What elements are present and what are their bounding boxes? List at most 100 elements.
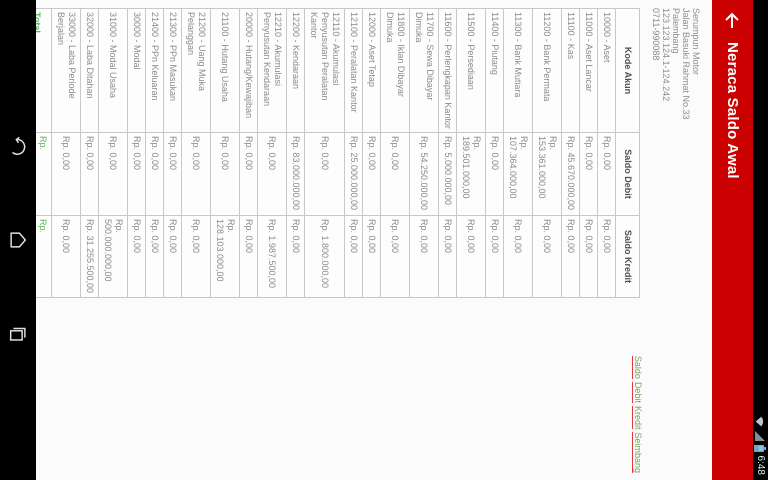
link-word: Kredit: [632, 405, 643, 430]
account-cell: 21100 - Hutang Usaha: [210, 8, 240, 133]
table-row: 21400 - PPn Keluaran Rp. 0,00 Rp. 0,00: [145, 8, 164, 298]
debit-cell: Rp. 0,00: [163, 132, 182, 216]
app-bar: Neraca Saldo Awal: [712, 0, 753, 480]
kredit-cell: Rp. 0,00: [239, 215, 258, 298]
debit-cell: Rp. 25.000.000,00: [344, 132, 363, 216]
back-button[interactable]: [725, 12, 740, 29]
debit-cell: Rp. 0,00: [210, 132, 240, 216]
debit-cell: Rp. 0,00: [579, 132, 598, 216]
account-cell: 11500 - Persediaan: [456, 8, 486, 133]
kredit-cell: Rp. 0,00: [127, 215, 146, 298]
status-bar: 6:48: [753, 0, 768, 480]
table-row: 12200 - Kendaraan Rp. 83.000.000,00 Rp. 0,…: [286, 8, 305, 298]
account-cell: 12000 - Aset Tetap: [362, 8, 381, 133]
account-cell: 11800 - Iklan Dibayar Dimuka: [380, 8, 410, 133]
nav-home-icon: [10, 232, 27, 248]
kredit-cell: Rp. 0,00: [438, 215, 457, 298]
trial-balance-table: Kode Akun Saldo Debit Saldo Kredit 10000…: [36, 8, 640, 298]
kredit-cell: Rp. 0,00: [181, 215, 211, 298]
debit-cell: Rp. 107.364.000,00: [503, 132, 533, 216]
company-name: Serumpun Motor: [691, 8, 701, 76]
account-cell: 11300 - Bank Mutiara: [503, 8, 533, 133]
debit-cell: Rp. 0,00: [127, 132, 146, 216]
table-row: 11700 - Sewa Dibayar Dimuka Rp. 54.250.00…: [409, 8, 439, 298]
total-kredit: Rp. 663.146.000,00: [36, 215, 52, 298]
kredit-cell: Rp. 0,00: [485, 215, 504, 298]
table-row: 33000 - Laba Periode Berjalan Rp. 0,00 Rp.…: [51, 8, 81, 298]
debit-cell: Rp. 0,00: [51, 132, 81, 216]
nav-recents-button[interactable]: [7, 323, 29, 345]
debit-cell: Rp. 0,00: [597, 132, 616, 216]
kredit-cell: Rp. 0,00: [51, 215, 81, 298]
account-cell: 11000 - Aset Lancar: [579, 8, 598, 133]
kredit-cell: Rp. 0,00: [409, 215, 439, 298]
debit-cell: Rp. 0,00: [98, 132, 128, 216]
balance-status-link: Saldo Debit Kredit Seimbang: [632, 355, 643, 473]
debit-cell: Rp. 0,00: [304, 132, 345, 216]
debit-cell: Rp. 5.000.000,00: [438, 132, 457, 216]
kredit-cell: Rp. 0,00: [344, 215, 363, 298]
kredit-cell: Rp. 500.000.000,00: [98, 215, 128, 298]
debit-cell: Rp. 83.000.000,00: [286, 132, 305, 216]
table-header-row: Kode Akun Saldo Debit Saldo Kredit: [615, 8, 640, 298]
kredit-cell: Rp. 0,00: [380, 215, 410, 298]
account-rows: 10000 - Aset Rp. 0,00 Rp. 0,00 11000 - Aset…: [51, 8, 616, 298]
table-row: 11300 - Bank Mutiara Rp. 107.364.000,00 Rp…: [503, 8, 533, 298]
kredit-cell: Rp. 0,00: [532, 215, 562, 298]
kredit-cell: Rp. 0,00: [145, 215, 164, 298]
account-cell: 20000 - Hutang/Kewajiban: [239, 8, 258, 133]
nav-home-button[interactable]: [7, 229, 29, 251]
table-row: 30000 - Modal Rp. 0,00 Rp. 0,00: [127, 8, 146, 298]
table-row: 12100 - Peralatan Kantor Rp. 25.000.000,0…: [344, 8, 363, 298]
table-row: 11200 - Bank Permata Rp. 153.361.000,00 Rp…: [532, 8, 562, 298]
debit-cell: Rp. 189.501.000,00: [456, 132, 486, 216]
debit-cell: Rp. 0,00: [80, 132, 99, 216]
table-row: 12000 - Aset Tetap Rp. 0,00 Rp. 0,00: [362, 8, 381, 298]
debit-cell: Rp. 0,00: [485, 132, 504, 216]
table-row: 32000 - Laba Ditahan Rp. 0,00 Rp. 31.255.5…: [80, 8, 99, 298]
debit-cell: Rp. 0,00: [181, 132, 211, 216]
account-cell: 11400 - Piutang: [485, 8, 504, 133]
kredit-cell: Rp. 0,00: [163, 215, 182, 298]
wifi-icon: [755, 416, 764, 426]
table-row: 11100 - Kas Rp. 45.670.000,00 Rp. 0,00: [561, 8, 580, 298]
account-cell: 21300 - PPn Masukan: [163, 8, 182, 133]
debit-cell: Rp. 0,00: [145, 132, 164, 216]
total-label: Total: [36, 8, 52, 133]
account-cell: 31000 - Modal Usaha: [98, 8, 128, 133]
table-row: 11400 - Piutang Rp. 0,00 Rp. 0,00: [485, 8, 504, 298]
table-row: 10000 - Aset Rp. 0,00 Rp. 0,00: [597, 8, 616, 298]
account-cell: 32000 - Laba Ditahan: [80, 8, 99, 133]
page-title: Neraca Saldo Awal: [724, 42, 741, 179]
table-row: 20000 - Hutang/Kewajiban Rp. 0,00 Rp. 0,00: [239, 8, 258, 298]
account-cell: 11100 - Kas: [561, 8, 580, 133]
nav-back-button[interactable]: [7, 135, 29, 157]
total-row: Total Rp. 663.146.000,00 Rp. 663.146.000…: [36, 8, 52, 298]
total-debit: Rp. 663.146.000,00: [36, 132, 52, 216]
company-city: Palembang: [671, 8, 681, 54]
table-row: 12210 - Akumulasi Penyusutan Kendaraan Rp…: [257, 8, 287, 298]
status-time: 6:48: [755, 455, 766, 475]
header-kode-akun: Kode Akun: [615, 8, 640, 133]
nav-back-icon: [12, 136, 26, 155]
account-cell: 30000 - Modal: [127, 8, 146, 133]
account-cell: 21400 - PPn Keluaran: [145, 8, 164, 133]
navigation-bar: [0, 0, 36, 480]
kredit-cell: Rp. 0,00: [456, 215, 486, 298]
kredit-cell: Rp. 0,00: [286, 215, 305, 298]
account-cell: 12200 - Kendaraan: [286, 8, 305, 133]
kredit-cell: Rp. 1.800.000,00: [304, 215, 345, 298]
debit-cell: Rp. 45.670.000,00: [561, 132, 580, 216]
debit-cell: Rp. 0,00: [380, 132, 410, 216]
account-cell: 11600 - Perlengkapan Kantor: [438, 8, 457, 133]
kredit-cell: Rp. 0,00: [579, 215, 598, 298]
kredit-cell: Rp. 1.987.500,00: [257, 215, 287, 298]
table-row: 12110 - Akumulasi Penyusutan Peralatan K…: [304, 8, 345, 298]
company-header: Serumpun Motor Jalan Basuki Rahmat No.33…: [651, 8, 701, 120]
company-tax-id: 123.123.124.1-124.242: [661, 8, 671, 102]
debit-cell: Rp. 153.361.000,00: [532, 132, 562, 216]
account-cell: 11200 - Bank Permata: [532, 8, 562, 133]
battery-icon: [754, 444, 767, 452]
